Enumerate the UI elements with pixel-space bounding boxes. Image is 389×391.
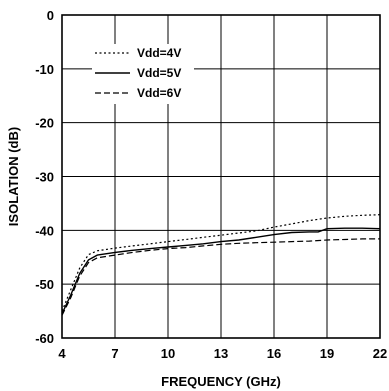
legend-label: Vdd=5V [137, 66, 181, 80]
y-tick-label: -10 [35, 62, 54, 77]
plot-area-frame [61, 14, 381, 339]
series-line-dashed [61, 238, 380, 316]
series-line-solid [61, 227, 381, 315]
legend-background [92, 44, 194, 104]
x-axis: 4 7 10 13 16 19 22 [58, 346, 387, 361]
y-tick-label: -50 [35, 277, 54, 292]
y-tick-label: 0 [47, 8, 54, 23]
y-tick-label: -40 [35, 223, 54, 238]
x-tick-label: 7 [111, 346, 118, 361]
y-axis-title: ISOLATION (dB) [6, 127, 21, 226]
y-tick-label: -60 [35, 331, 54, 346]
x-tick-label: 10 [161, 346, 175, 361]
legend: Vdd=4V Vdd=5V Vdd=6V [92, 44, 194, 104]
y-axis: 0 -10 -20 -30 -40 -50 -60 [35, 8, 54, 346]
x-tick-label: 16 [267, 346, 281, 361]
x-axis-title: FREQUENCY (GHz) [161, 374, 281, 389]
x-tick-label: 13 [214, 346, 228, 361]
legend-label: Vdd=4V [137, 46, 181, 60]
y-tick-label: -30 [35, 170, 54, 185]
series-lines [61, 214, 381, 316]
x-tick-label: 22 [373, 346, 387, 361]
x-tick-label: 4 [58, 346, 66, 361]
y-tick-label: -20 [35, 116, 54, 131]
legend-label: Vdd=6V [137, 86, 181, 100]
series-line-dotted [61, 214, 381, 312]
x-tick-label: 19 [320, 346, 334, 361]
